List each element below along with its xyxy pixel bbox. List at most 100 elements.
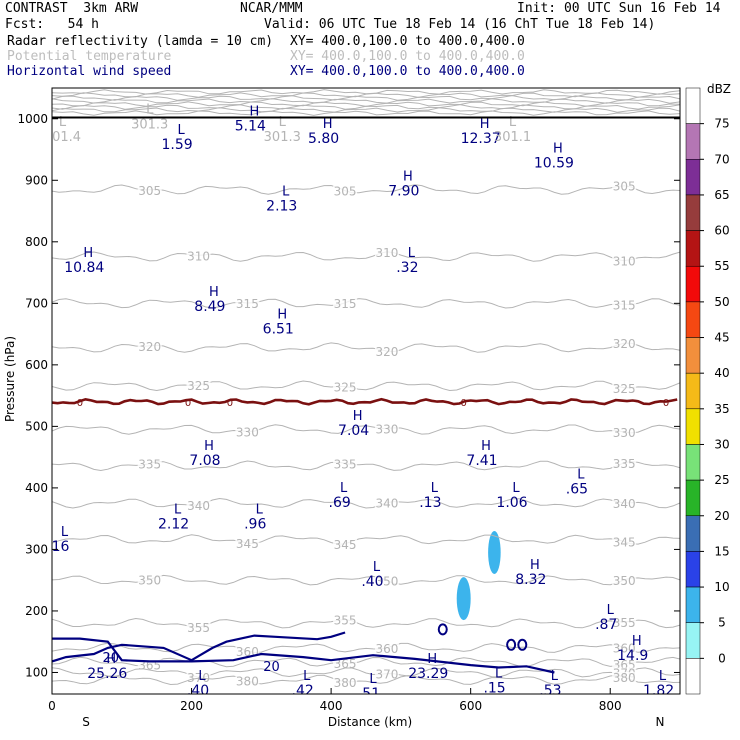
theta-label-bg — [186, 250, 211, 263]
wind-contour-label: 20 — [263, 660, 280, 675]
extremum-value: 23.29 — [408, 666, 448, 682]
colorbar-swatch — [685, 159, 701, 196]
extremum-mark: H — [480, 117, 490, 132]
theta-contour-upper — [52, 107, 680, 113]
extremum-value: .40 — [361, 574, 383, 590]
extremum-mark: H — [403, 169, 413, 184]
theta-label-bg — [235, 675, 260, 688]
theta-contour-label: 345 — [236, 537, 259, 551]
theta-contour — [52, 424, 680, 435]
theta-contour — [52, 617, 680, 629]
colorbar: 0 5 10 15 20 25 30 35 40 45 50 55 60 65 70 75 — [685, 87, 730, 695]
extremum-value: 2.13 — [266, 199, 297, 215]
y-tick-label: 500 — [25, 419, 48, 433]
extremum-mark: H — [427, 652, 437, 667]
zero-contour-label: 0 — [227, 398, 233, 409]
zero-contour-label: 0 — [185, 398, 191, 409]
theta-contour-label: 325 — [187, 379, 210, 393]
extremum-mark: L — [495, 666, 503, 681]
y-tick-label: 900 — [25, 173, 48, 187]
extremum-value: 7.90 — [388, 183, 419, 199]
theta-contour — [52, 380, 680, 392]
theta-contour-label: 310 — [375, 246, 398, 260]
colorbar-tick-label: 50 — [714, 295, 729, 309]
theta-label-bg — [374, 423, 399, 436]
theta-contour-label: 350 — [375, 575, 398, 589]
extremum-mark: L — [408, 246, 416, 261]
theta-label-bg — [612, 180, 637, 193]
theta-label-bg — [186, 380, 211, 393]
theta-label-bg — [612, 299, 637, 312]
theta-contour-label: 350 — [138, 574, 161, 588]
theta-contour-label: 315 — [334, 297, 357, 311]
theta-label-bg — [612, 642, 637, 655]
extremum-mark: H — [204, 439, 214, 454]
extremum-value: 10.59 — [534, 156, 574, 172]
extremum-mark: H — [353, 409, 363, 424]
extremum-value: .65 — [566, 482, 588, 498]
colorbar-tick-label: 5 — [718, 616, 726, 630]
x-tick-label: 800 — [599, 699, 622, 713]
colorbar-tick-label: 0 — [718, 651, 726, 665]
field-theta-xy: XY= 400.0,100.0 to 400.0,400.0 — [290, 49, 525, 64]
zero-contour-label: 0 — [77, 398, 83, 409]
terrain-extremum-mark: L — [59, 115, 67, 130]
theta-label-bg — [612, 617, 637, 630]
extremum-mark: H — [83, 246, 93, 261]
terrain-extremum-mark: L — [509, 115, 517, 130]
wind-contour-label: 20 — [102, 651, 119, 666]
colorbar-tick-label: 30 — [714, 437, 729, 451]
extremum-mark: L — [61, 525, 69, 540]
theta-contour-layer: 305 305 305 310 310 310 315 315 315 320 320 320 325 3… — [52, 89, 680, 690]
theta-contour — [52, 251, 680, 262]
forecast-hour: Fcst: 54 h — [5, 17, 99, 32]
theta-label-bg — [333, 297, 358, 310]
extremum-value: 6.51 — [263, 322, 294, 338]
extremum-mark: L — [659, 669, 667, 684]
colorbar-tick-label: 60 — [714, 224, 729, 238]
init-time: Init: 00 UTC Sun 16 Feb 14 — [517, 1, 721, 16]
theta-contour-label: 340 — [613, 497, 636, 511]
extremum-value: 10.84 — [64, 260, 104, 276]
theta-label-bg — [612, 255, 637, 268]
theta-contour-label: 355 — [334, 613, 357, 627]
terrain-extremum-mark: L — [146, 103, 154, 118]
theta-label-bg — [333, 185, 358, 198]
colorbar-tick-label: 75 — [714, 117, 729, 131]
theta-contour-label: 330 — [236, 425, 259, 439]
zero-contour-label: 0 — [663, 398, 669, 409]
extremum-mark: L — [303, 669, 311, 684]
colorbar-swatch — [685, 230, 701, 267]
theta-label-bg — [612, 338, 637, 351]
extremum-value: 7.41 — [466, 453, 497, 469]
theta-label-bg — [612, 671, 637, 684]
plot-frame — [51, 87, 681, 695]
extremum-value: .32 — [396, 260, 418, 276]
reflectivity-blob — [456, 577, 471, 621]
colorbar-swatch — [685, 301, 701, 338]
extremum-value: .96 — [244, 517, 266, 533]
reflectivity-blob — [488, 530, 501, 575]
x-tick-label: 600 — [459, 699, 482, 713]
x-tick-label: 200 — [180, 699, 203, 713]
zero-contour-label: 0 — [461, 398, 467, 409]
theta-contour — [52, 667, 680, 678]
extremum-mark: H — [530, 558, 540, 573]
theta-contour — [52, 642, 680, 654]
colorbar-tick-label: 70 — [714, 152, 729, 166]
theta-label-bg — [186, 499, 211, 512]
theta-contour-label: 320 — [613, 337, 636, 351]
theta-label-bg — [374, 497, 399, 510]
extremum-mark: L — [551, 669, 559, 684]
extremum-value: 7.08 — [189, 453, 220, 469]
theta-label-bg — [137, 340, 162, 353]
x-tick-label: 400 — [320, 699, 343, 713]
wind-contour — [52, 631, 346, 663]
theta-contour — [52, 497, 680, 509]
colorbar-tick-label: 35 — [714, 402, 729, 416]
wind-contour — [52, 637, 555, 674]
valid-time: Valid: 06 UTC Tue 18 Feb 14 (16 ChT Tue … — [264, 17, 656, 32]
theta-label-bg — [137, 574, 162, 587]
theta-label-bg — [235, 298, 260, 311]
colorbar-swatch — [685, 194, 701, 231]
